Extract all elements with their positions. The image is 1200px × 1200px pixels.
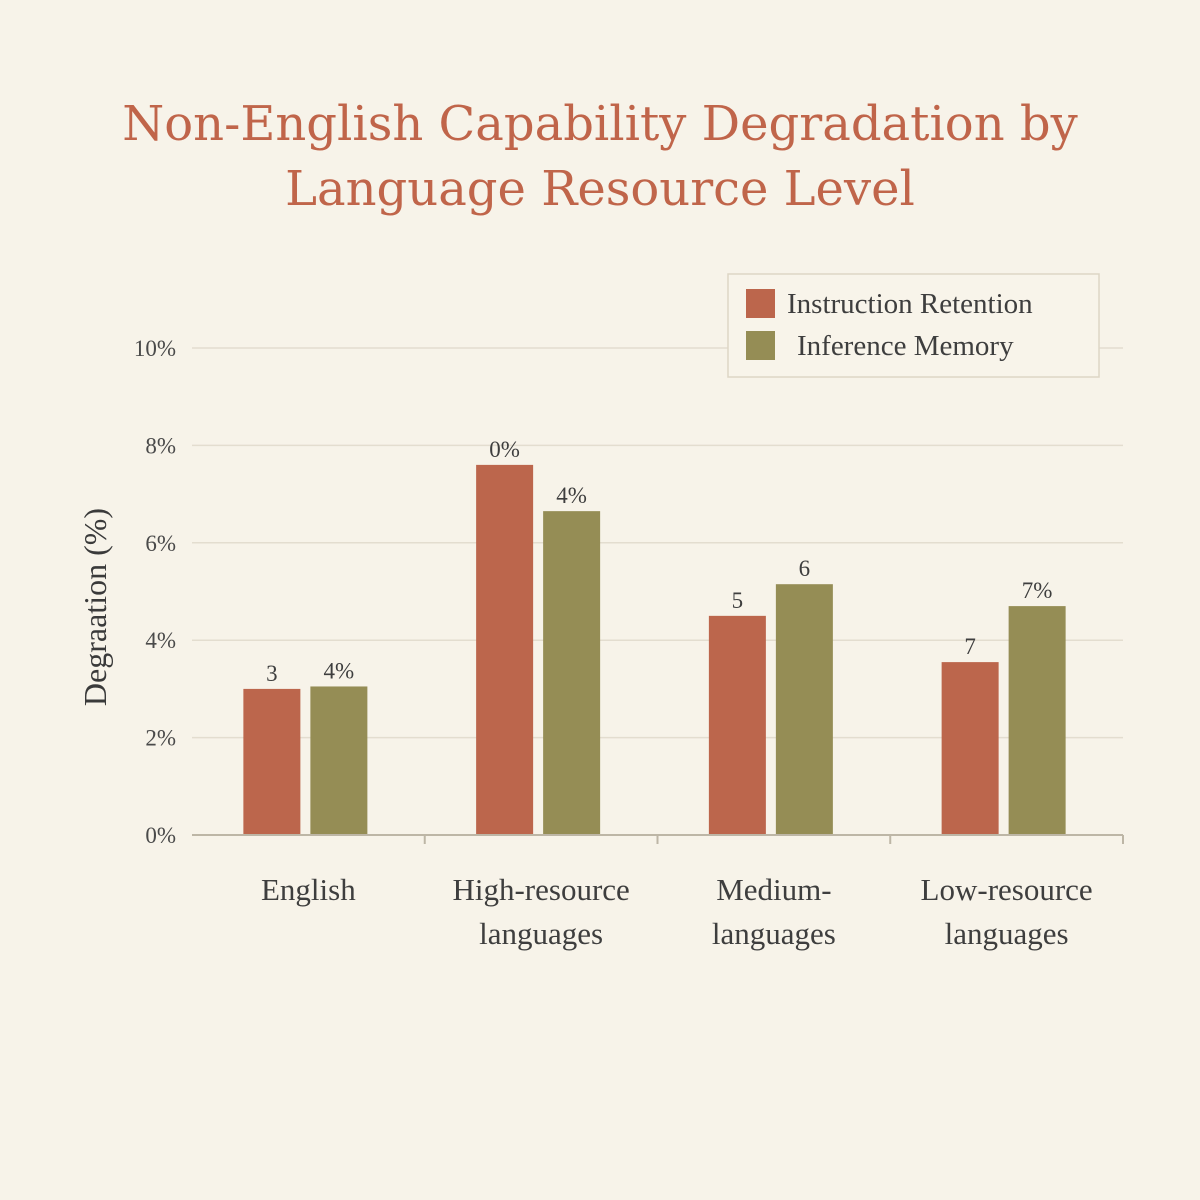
chart-title: Non-English Capability Degradation by Lan… xyxy=(122,96,1077,217)
bar xyxy=(708,615,766,835)
y-tick-label: 2% xyxy=(145,726,176,751)
legend-label: Inference Memory xyxy=(797,330,1014,362)
bar xyxy=(243,688,301,835)
bar xyxy=(543,511,601,835)
x-tick-label: languages xyxy=(479,916,603,951)
bar xyxy=(476,464,534,835)
chart-title-line: Language Resource Level xyxy=(285,161,915,217)
y-axis-label: Degraation (%) xyxy=(77,508,113,706)
y-tick-label: 10% xyxy=(134,336,176,361)
data-label: 4% xyxy=(556,483,587,508)
bar xyxy=(1008,606,1066,835)
category-labels: English High-resource languages Medium-lang… xyxy=(261,872,1093,951)
y-tick-label: 6% xyxy=(145,531,176,556)
x-tick-label: Medium- xyxy=(716,872,831,907)
x-tick-label: High-resource xyxy=(452,872,629,907)
bar xyxy=(775,584,833,835)
x-tick-label: Low-resource xyxy=(921,872,1093,907)
legend: Instruction Retention Inference Memory xyxy=(727,273,1100,378)
y-tick-label: 4% xyxy=(145,628,176,653)
legend-swatch xyxy=(746,289,775,318)
x-tick-label: English xyxy=(261,872,356,907)
data-label: 7% xyxy=(1022,578,1053,603)
data-label: 4% xyxy=(324,658,355,683)
y-tick-label: 8% xyxy=(145,433,176,458)
x-tick-label: languages xyxy=(945,916,1069,951)
data-label: 7 xyxy=(964,634,976,659)
data-label: 0% xyxy=(489,437,520,462)
bar xyxy=(310,686,368,835)
data-label: 3 xyxy=(266,661,278,686)
legend-box xyxy=(727,273,1100,378)
bars xyxy=(243,464,1066,835)
y-tick-label: 0% xyxy=(145,823,176,848)
data-label: 6 xyxy=(799,556,811,581)
data-label: 5 xyxy=(732,588,744,613)
data-labels: 3 4% 0% 4% 5 6 7 7% xyxy=(266,437,1052,686)
bar xyxy=(941,662,999,835)
legend-swatch xyxy=(746,331,775,360)
x-tick-label: languages xyxy=(712,916,836,951)
x-axis xyxy=(192,834,1124,844)
legend-label: Instruction Retention xyxy=(787,288,1033,320)
chart-title-line: Non-English Capability Degradation by xyxy=(122,96,1077,152)
y-axis-ticks: 0% 2% 4% 6% 8% 10% xyxy=(134,336,176,848)
